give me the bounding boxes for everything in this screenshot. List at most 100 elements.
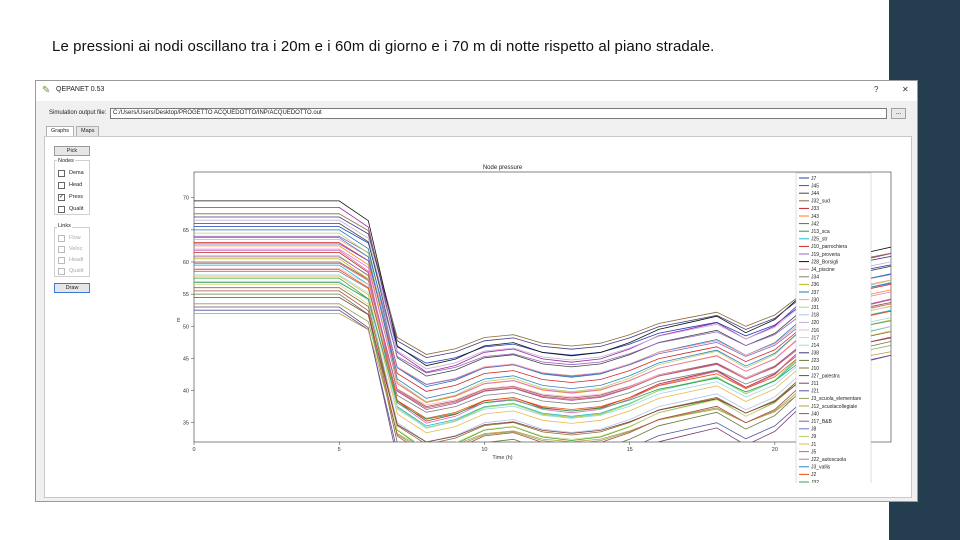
x-tick-label: 5 — [338, 447, 341, 453]
y-axis-label: m — [176, 317, 182, 322]
node-demand-label: Dema — [69, 170, 84, 176]
legend-entry: J16 — [811, 328, 819, 334]
y-tick-label: 35 — [183, 421, 189, 427]
legend-entry: J20 — [811, 320, 819, 326]
legend-entry: J43 — [811, 214, 819, 220]
legend-entry: J21 — [811, 389, 819, 395]
node-pressure-label: Press — [69, 194, 84, 200]
legend-entry: J10 — [811, 366, 819, 372]
output-file-label: Simulation output file: — [49, 110, 107, 116]
y-tick-label: 55 — [183, 292, 189, 298]
series-line-j40 — [194, 290, 891, 442]
legend-entry: J45 — [811, 183, 819, 189]
help-button[interactable]: ? — [874, 85, 879, 94]
legend-entry: J5 — [811, 449, 817, 455]
legend-entry: J2 — [811, 472, 817, 478]
draw-button[interactable]: Draw — [54, 283, 90, 293]
legend-entry: J33 — [811, 206, 819, 212]
legend-entry: J34 — [811, 275, 819, 281]
node-head-label: Head — [69, 182, 83, 188]
series-line-j11 — [194, 306, 891, 442]
legend-entry: J19_proveria — [811, 252, 840, 258]
node-demand-checkbox[interactable] — [58, 170, 65, 177]
link-velocity-checkbox[interactable] — [58, 246, 65, 253]
y-tick-label: 65 — [183, 228, 189, 234]
legend-entry: J28_Borsigli — [811, 259, 838, 265]
legend-entry: J27_palestra — [811, 373, 840, 379]
series-line-j31 — [194, 255, 891, 429]
series-line-j3_vallis — [194, 237, 891, 399]
legend-entry: J3_vallis — [811, 465, 831, 471]
legend-entry: J8 — [811, 427, 817, 433]
node-quality-label: Qualit — [69, 206, 84, 212]
legend-entry: J31 — [811, 305, 819, 311]
link-velocity-label: Veloc — [69, 246, 83, 252]
series-line-j45 — [194, 207, 891, 373]
tab-maps[interactable]: Maps — [76, 126, 100, 136]
legend-entry: J44 — [811, 191, 819, 197]
series-line-j34 — [194, 271, 891, 413]
link-flow-checkbox[interactable] — [58, 235, 65, 242]
legend-entry: J22_autoscuola — [811, 457, 846, 463]
pick-button[interactable]: Pick — [54, 146, 90, 156]
y-tick-label: 70 — [183, 196, 189, 202]
link-quality-label: Qualit — [69, 268, 84, 274]
legend-entry: J42 — [811, 221, 819, 227]
series-line-j8 — [194, 243, 891, 386]
chart-legend — [795, 172, 872, 483]
output-file-input[interactable]: C:/Users/Users/Desktop/PROGETTO ACQUEDOT… — [110, 108, 887, 119]
series-line-j12_scuolacollegiale — [194, 312, 891, 442]
legend-entry: J13_sca — [811, 229, 830, 235]
series-line-j37 — [194, 229, 891, 388]
y-tick-label: 50 — [183, 324, 189, 330]
window-title: QEPANET 0.53 — [56, 86, 105, 93]
series-line-j44 — [194, 223, 891, 377]
qepanet-window: ✎ QEPANET 0.53 ? ✕ Simulation output fil… — [35, 80, 918, 502]
series-line-j17 — [194, 284, 891, 442]
series-line-j2 — [194, 269, 891, 419]
legend-entry: J17 — [811, 335, 819, 341]
legend-entry: J1 — [811, 442, 817, 448]
node-pressure-chart: Node pressure 35 40 45 50 55 60 65 70 0 5 10 15 20 Tim… — [176, 165, 892, 483]
window-titlebar: ✎ QEPANET 0.53 ? ✕ — [36, 81, 917, 101]
legend-entry: J38 — [811, 351, 819, 357]
series-line-j32_sud — [194, 213, 891, 355]
series-line-j25_str — [194, 264, 891, 427]
x-tick-label: 20 — [772, 447, 778, 453]
legend-entry: J11 — [811, 381, 819, 387]
close-button[interactable]: ✕ — [902, 85, 909, 94]
series-line-j30 — [194, 239, 891, 385]
pencil-icon: ✎ — [42, 85, 51, 96]
node-pressure-checkbox[interactable]: ✓ — [58, 194, 65, 201]
legend-entry: J40 — [811, 411, 819, 417]
node-head-checkbox[interactable] — [58, 182, 65, 189]
legend-entry: J32 — [811, 480, 819, 483]
legend-entry: J17_B&B — [811, 419, 833, 425]
legend-entry: J9 — [811, 434, 817, 440]
series-line-j10 — [194, 287, 891, 442]
series-line-j28_borsigli — [194, 200, 891, 367]
series-line-j1 — [194, 275, 891, 434]
series-line-j22_autoscuola — [194, 250, 891, 424]
series-line-j32 — [194, 282, 891, 420]
legend-entry: J23 — [811, 358, 819, 364]
series-line-j5 — [194, 262, 891, 409]
legend-entry: J36 — [811, 282, 819, 288]
series-line-j19_proveria — [194, 235, 891, 374]
series-line-j27_palestra — [194, 296, 891, 442]
links-group — [54, 227, 90, 277]
legend-entry: J3_scuola_elementare — [811, 396, 862, 402]
legend-entry: J18 — [811, 313, 819, 319]
legend-entry: J30 — [811, 297, 819, 303]
tab-graphs[interactable]: Graphs — [46, 126, 75, 136]
link-quality-checkbox[interactable] — [58, 268, 65, 275]
links-group-label: Links — [57, 223, 72, 229]
series-line-j21 — [194, 309, 891, 442]
node-quality-checkbox[interactable] — [58, 206, 65, 213]
legend-entry: J12_scuolacollegiale — [811, 404, 857, 410]
link-flow-label: Flow — [69, 235, 81, 241]
browse-button[interactable]: ... — [891, 108, 906, 119]
link-headloss-checkbox[interactable] — [58, 257, 65, 264]
series-line-j17_b&b — [194, 256, 891, 410]
